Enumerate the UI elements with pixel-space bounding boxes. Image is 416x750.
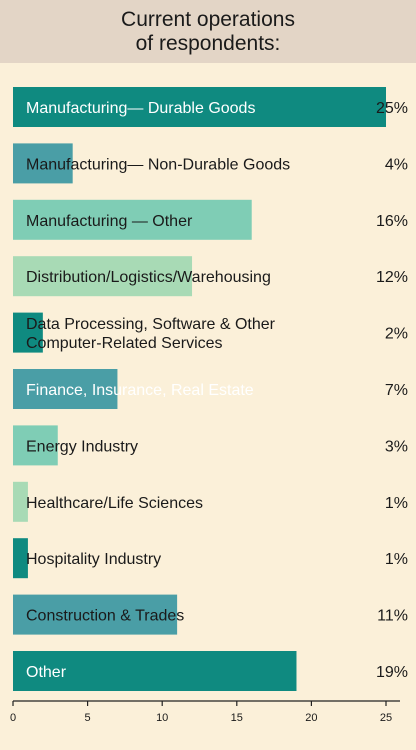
value-label-5: 7% bbox=[385, 382, 408, 399]
bar-9 bbox=[13, 594, 178, 635]
bars-layer: Manufacturing— Durable Goods 25% Manufactu… bbox=[13, 87, 408, 691]
bar-10 bbox=[13, 651, 297, 691]
x-axis: 0 5 10 15 20 25 bbox=[10, 700, 400, 724]
value-label-4: 2% bbox=[385, 326, 408, 343]
value-label-3: 12% bbox=[376, 269, 408, 286]
x-tick-label-4: 20 bbox=[305, 712, 317, 724]
bar-3 bbox=[13, 256, 193, 297]
title-band: Current operations of respondents: bbox=[0, 0, 416, 63]
bar-4 bbox=[13, 312, 43, 353]
value-label-2: 16% bbox=[376, 213, 408, 230]
bar-2 bbox=[13, 199, 252, 240]
bar-label-1: Manufacturing— Non-Durable Goods bbox=[26, 156, 290, 173]
bar-label-7: Healthcare/Life Sciences bbox=[26, 495, 203, 512]
bar-label-0: Manufacturing— Durable Goods bbox=[26, 100, 255, 117]
value-label-9: 11% bbox=[377, 608, 408, 625]
bar-1 bbox=[13, 143, 73, 184]
x-tick-label-2: 10 bbox=[156, 712, 168, 724]
bar-0 bbox=[13, 87, 386, 127]
value-label-8: 1% bbox=[385, 551, 408, 568]
bar-label-2: Manufacturing — Other bbox=[26, 213, 193, 230]
bar-label-8: Hospitality Industry bbox=[26, 551, 161, 568]
bar-label-5: Finance, Insurance, Real Estate bbox=[26, 382, 254, 399]
bar-label-4-line-1: Computer-Related Services bbox=[26, 335, 223, 352]
x-tick-label-5: 25 bbox=[380, 712, 392, 724]
bar-5 bbox=[13, 369, 118, 409]
bar-8 bbox=[13, 538, 28, 579]
value-label-6: 3% bbox=[385, 438, 408, 455]
bar-6 bbox=[13, 425, 58, 466]
value-label-1: 4% bbox=[385, 156, 408, 173]
x-tick-label-0: 0 bbox=[10, 712, 16, 724]
chart-title-line-1: Current operations bbox=[121, 7, 295, 31]
x-tick-label-1: 5 bbox=[85, 712, 91, 724]
x-tick-label-3: 15 bbox=[231, 712, 243, 724]
value-label-7: 1% bbox=[385, 495, 408, 512]
bar-label-6: Energy Industry bbox=[26, 438, 138, 455]
bar-label-10: Other bbox=[26, 664, 67, 681]
bar-7 bbox=[13, 481, 28, 522]
value-label-0: 25% bbox=[376, 100, 408, 117]
bar-label-3: Distribution/Logistics/Warehousing bbox=[26, 269, 271, 286]
bar-label-9: Construction & Trades bbox=[26, 608, 184, 625]
chart-title-line-2: of respondents: bbox=[135, 31, 281, 55]
value-label-10: 19% bbox=[376, 664, 408, 681]
bar-label-4-line-0: Data Processing, Software & Other bbox=[26, 316, 276, 333]
